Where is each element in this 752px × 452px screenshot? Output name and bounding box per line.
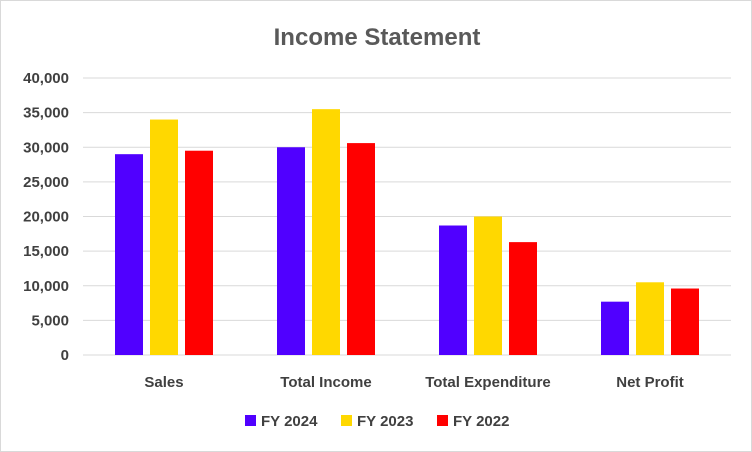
y-tick-label: 5,000 (31, 312, 69, 329)
legend-label: FY 2024 (261, 413, 318, 430)
bar (150, 119, 178, 355)
legend-label: FY 2022 (453, 413, 509, 430)
y-tick-label: 20,000 (23, 209, 69, 226)
bar (439, 225, 467, 355)
bar (185, 150, 213, 355)
chart-title: Income Statement (274, 24, 481, 51)
legend-swatch (437, 415, 448, 426)
x-axis-categories: Sales Total Income Total Expenditure Net Pr… (144, 374, 683, 391)
y-tick-label: 40,000 (23, 70, 69, 87)
bar (347, 143, 375, 355)
y-tick-label: 35,000 (23, 105, 69, 122)
x-category-label: Total Expenditure (425, 374, 551, 391)
legend-swatch (341, 415, 352, 426)
x-category-label: Sales (144, 374, 183, 391)
bar (474, 216, 502, 355)
bar (636, 282, 664, 355)
x-category-label: Total Income (280, 374, 371, 391)
legend-label: FY 2023 (357, 413, 413, 430)
bar (601, 301, 629, 355)
bar (115, 154, 143, 355)
y-tick-label: 30,000 (23, 139, 69, 156)
bar (509, 242, 537, 355)
y-tick-label: 10,000 (23, 278, 69, 295)
y-tick-label: 15,000 (23, 243, 69, 260)
grid-layer (83, 77, 731, 356)
y-tick-label: 0 (61, 347, 69, 364)
y-axis-ticks: 0 5,000 10,000 15,000 20,000 25,000 30,000 35,0… (23, 70, 69, 364)
bar (277, 147, 305, 355)
legend: FY 2024 FY 2023 FY 2022 (245, 413, 509, 430)
bar (312, 109, 340, 355)
y-tick-label: 25,000 (23, 174, 69, 191)
x-category-label: Net Profit (616, 374, 684, 391)
bar (671, 288, 699, 355)
legend-swatch (245, 415, 256, 426)
bars (115, 109, 699, 355)
